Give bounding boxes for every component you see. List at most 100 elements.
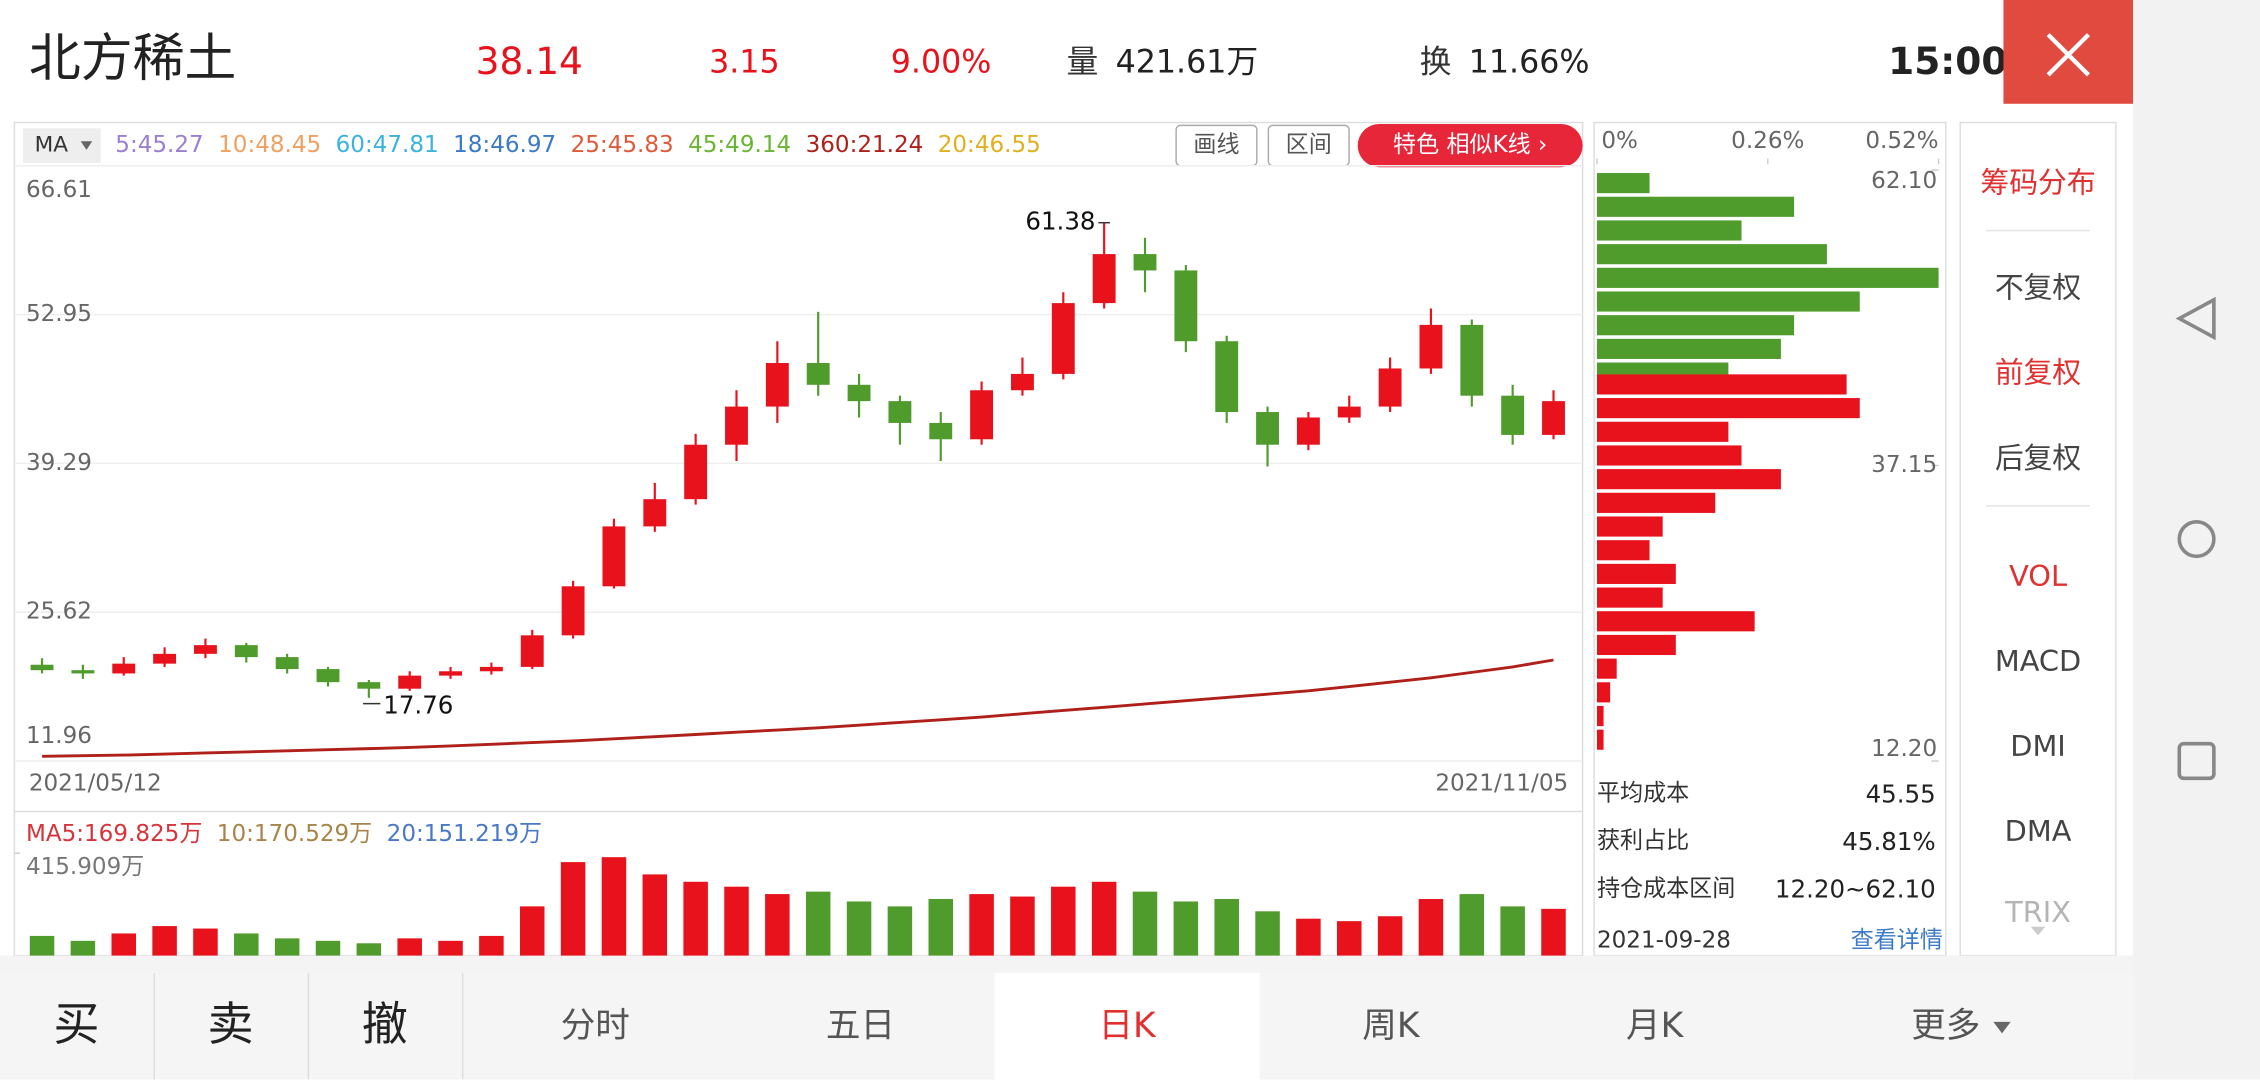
stat-label: 获利占比 [1597,828,1689,854]
stat-date: 2021-09-28 [1597,928,1731,954]
tab-selected-bg [994,972,1260,1080]
candle-body [316,669,340,683]
change: 3.15 [709,44,780,80]
stat-label: 平均成本 [1597,781,1689,807]
volume-bar [683,881,708,956]
chip-bar [1596,611,1755,632]
volume-bar [1091,881,1117,956]
x-end-label: 2021/11/05 [1435,771,1568,797]
kline-panel [13,121,1584,957]
stat-value: 12.20~62.10 [1775,875,1936,904]
feature-button[interactable] [1357,123,1583,168]
min-label: 17.76 [383,690,453,719]
stat-value: 45.81% [1842,827,1935,856]
tab[interactable]: 卖 [208,997,254,1051]
volume-bar [846,901,872,956]
chip-bar [1596,682,1611,703]
y-tick-label: 52.95 [26,301,92,327]
chip-bar [1596,563,1676,584]
menu-item[interactable]: 后复权 [1995,441,2081,475]
menu-item[interactable]: 筹码分布 [1980,165,2095,199]
candle-body [847,384,871,402]
volume-bar [234,933,259,956]
tab[interactable]: 买 [53,997,99,1051]
legend-entry: 18:46.97 [453,132,556,158]
volume-bar [438,940,463,956]
tab-more-arrow [1993,1021,2011,1034]
candle-body [1378,368,1402,407]
candle-body [275,657,299,670]
candle-body [1542,401,1565,435]
candle-body [1419,324,1443,369]
candle-body [398,675,422,689]
volume-tick-label: 415.909万 [26,854,144,880]
tab[interactable]: 周K [1362,1006,1421,1046]
candle-body [725,406,748,445]
chip-x-tick-label: 0.52% [1865,128,1938,154]
chip-bar [1596,374,1847,395]
tab[interactable]: 月K [1626,1006,1685,1046]
close-icon [2046,33,2091,77]
nav-home[interactable] [2177,519,2216,559]
menu-item[interactable]: MACD [1995,644,2081,678]
time: 15:00 [1888,39,2007,83]
chip-bar [1596,658,1617,679]
stat-label: 持仓成本区间 [1597,876,1735,902]
legend-entry: 5:45.27 [115,132,203,158]
chip-bar [1596,291,1860,312]
tab[interactable]: 更多 [1911,1006,1980,1046]
volume-bar [1459,894,1485,956]
stock-name: 北方稀土 [29,29,237,89]
volume-bar [1337,921,1362,956]
legend-entry: 10:48.45 [218,132,321,158]
candle-body [684,444,708,500]
candle-body [520,635,544,667]
nav-recent[interactable] [2177,741,2216,781]
candle-body [112,663,136,674]
turnover-label: 换 [1420,44,1452,80]
menu-item[interactable]: 前复权 [1995,356,2081,390]
candle-body [970,390,994,440]
volume-legend: 20:151.219万 [387,821,542,847]
candle-body [602,526,626,587]
candle-body [479,666,503,672]
volume-label: 量 [1067,44,1099,80]
volume-bar [1255,911,1280,956]
tab[interactable]: 分时 [561,1006,630,1046]
candle-body [1174,270,1198,342]
candle-body [1051,303,1075,374]
candle-body [153,653,177,664]
chip-bar [1596,244,1827,265]
nav-back[interactable] [2175,296,2216,341]
volume-bar [765,894,790,956]
candle-body [1092,254,1116,304]
volume-bar [928,899,954,956]
volume-bar [1500,906,1525,956]
menu-item[interactable]: DMA [2005,814,2072,848]
volume-bar [1132,891,1158,956]
menu-item[interactable]: VOL [2009,559,2067,593]
volume-bar [805,891,831,956]
tab[interactable]: 撤 [362,997,408,1051]
candle-body [561,586,585,636]
volume-bar [1051,886,1076,956]
volume-bar [397,938,422,956]
indicator: MA [35,133,69,158]
candle-body [357,682,381,689]
candle-body [765,363,789,407]
volume-bar [1010,896,1035,956]
range-button-label: 区间 [1286,132,1332,158]
chip-bar [1596,540,1650,561]
legend-entry: 60:47.81 [336,132,439,158]
tab[interactable]: 日K [1098,1006,1157,1046]
candle-body [439,671,462,676]
tab[interactable]: 五日 [826,1006,895,1046]
menu-item[interactable]: DMI [2010,729,2066,763]
menu-item[interactable]: 不复权 [1995,271,2081,305]
chip-x-tick-label: 0% [1601,128,1638,154]
volume-bar [70,940,96,956]
volume-bar [1377,916,1403,956]
details-link[interactable]: 查看详情 [1851,928,1943,954]
volume-bar [887,906,913,956]
